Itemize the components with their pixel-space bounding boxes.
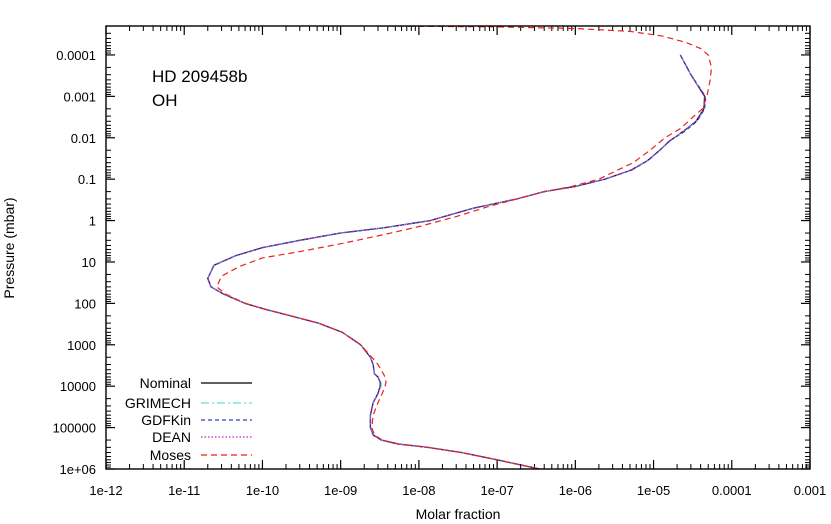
- plot-frame: [105, 25, 811, 470]
- x-tick-label: 1e-09: [324, 483, 357, 498]
- legend-label-moses: Moses: [150, 447, 191, 463]
- y-tick-label: 0.0001: [56, 48, 96, 63]
- x-tick-label: 0.0001: [712, 483, 752, 498]
- series-lines: [207, 26, 713, 469]
- x-tick-labels: 1e-12 1e-11 1e-10 1e-09 1e-08 1e-07 1e-06 1e-05…: [89, 483, 826, 498]
- x-tick-label: 1e-11: [168, 483, 200, 498]
- x-tick-label: 1e-06: [559, 483, 592, 498]
- y-tick-label: 1e+06: [59, 462, 96, 477]
- x-tick-label: 1e-07: [480, 483, 513, 498]
- axis-ticks: [105, 25, 811, 470]
- y-tick-label: 0.01: [71, 131, 96, 146]
- annotation-planet: HD 209458b: [152, 67, 247, 86]
- legend-label-grimech: GRIMECH: [125, 395, 191, 411]
- y-tick-label: 10000: [60, 379, 96, 394]
- y-tick-labels: 0.0001 0.001 0.01 0.1 1 10 100 1000 10000 100000 1…: [53, 48, 96, 477]
- series-line-nominal: [207, 54, 706, 469]
- x-axis-title: Molar fraction: [416, 506, 501, 522]
- x-tick-label: 1e-10: [246, 483, 279, 498]
- y-tick-label: 0.1: [78, 172, 96, 187]
- y-axis-title: Pressure (mbar): [1, 197, 17, 298]
- y-tick-label: 100: [74, 296, 96, 311]
- annotation-species: OH: [152, 91, 178, 110]
- y-tick-label: 1000: [67, 338, 96, 353]
- series-line-grimech: [207, 54, 706, 469]
- legend-label-dean: DEAN: [152, 429, 191, 445]
- series-line-moses: [216, 26, 713, 469]
- y-tick-label: 100000: [53, 421, 96, 436]
- x-tick-label: 1e-08: [402, 483, 435, 498]
- legend-label-nominal: Nominal: [140, 375, 191, 391]
- series-line-dean: [207, 54, 706, 469]
- y-tick-label: 10: [82, 255, 96, 270]
- legend-label-gdfkin: GDFKin: [141, 412, 191, 428]
- y-tick-label: 0.001: [63, 89, 96, 104]
- x-tick-label: 1e-05: [637, 483, 670, 498]
- y-tick-label: 1: [89, 214, 96, 229]
- series-line-gdfkin: [207, 54, 706, 469]
- x-tick-label: 1e-12: [89, 483, 122, 498]
- x-tick-label: 0.001: [794, 483, 827, 498]
